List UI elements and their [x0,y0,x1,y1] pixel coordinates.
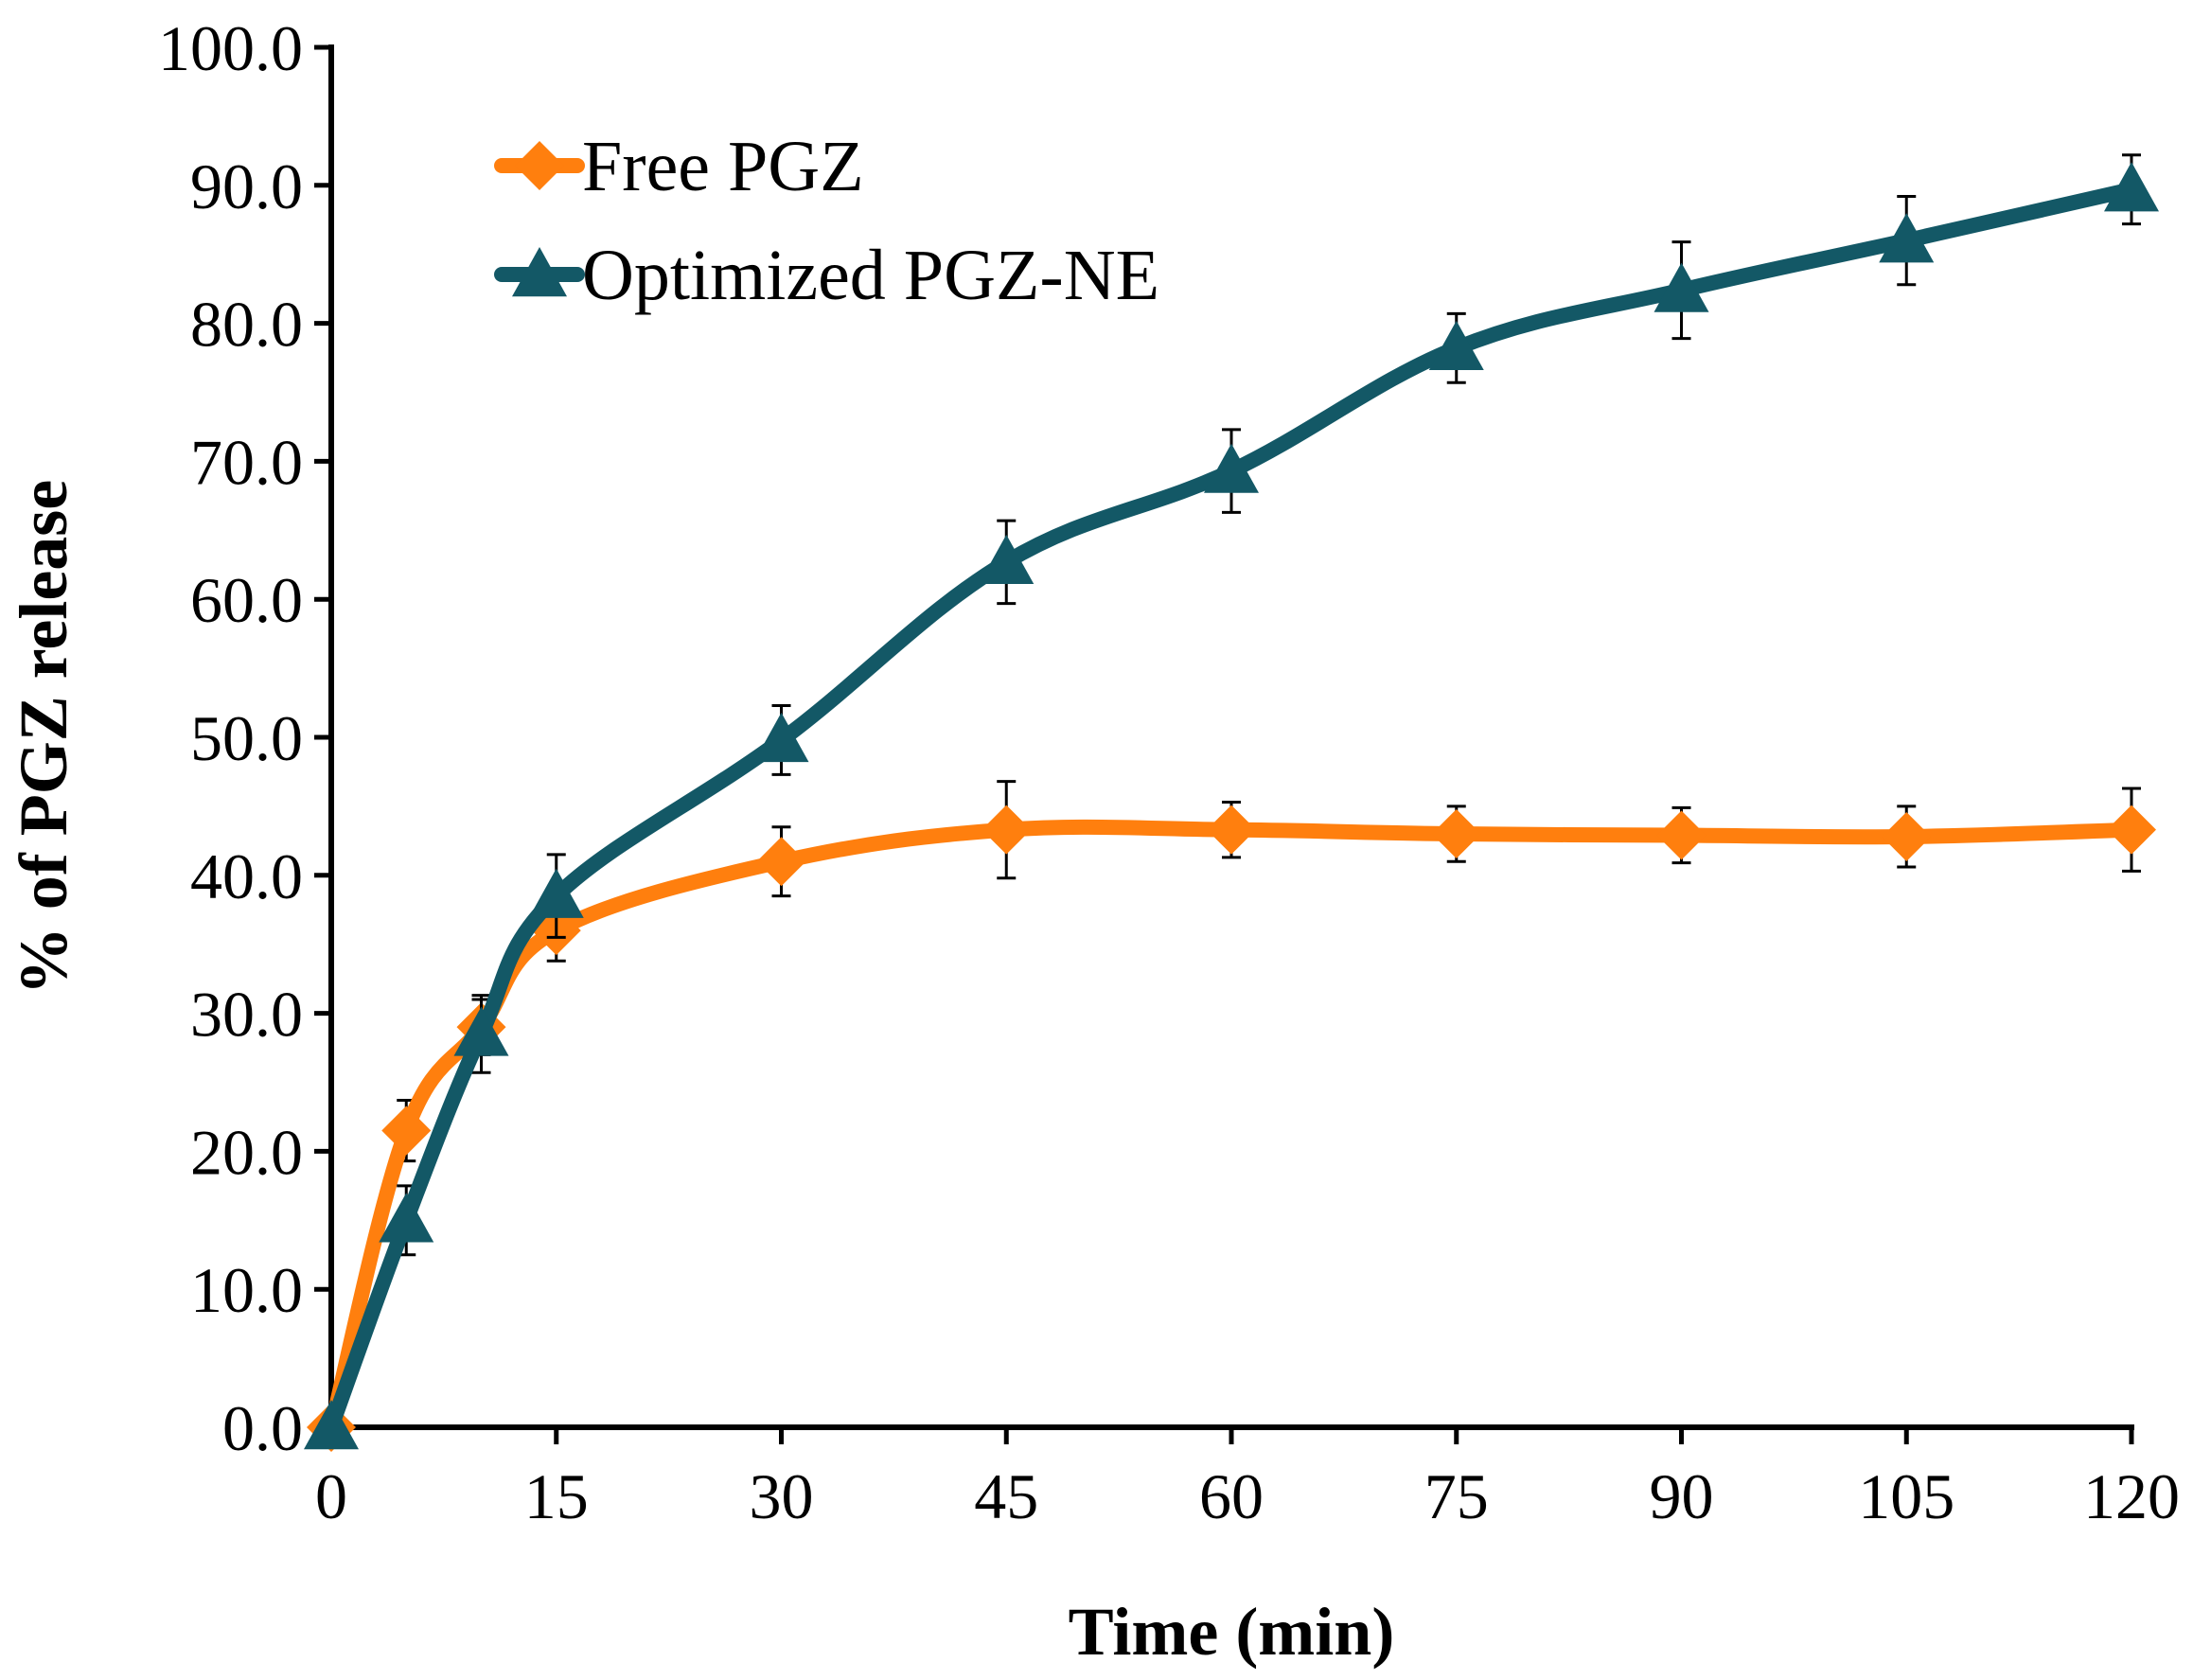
x-tick-label: 30 [750,1460,814,1532]
y-tick-label: 10.0 [190,1254,303,1326]
x-tick-label: 75 [1424,1460,1489,1532]
x-tick-label: 90 [1650,1460,1714,1532]
data-point [2107,805,2156,855]
data-point [1428,320,1484,371]
data-point [1431,809,1481,859]
legend-marker [515,141,564,190]
x-tick-label: 15 [524,1460,589,1532]
x-tick-label: 105 [1858,1460,1954,1532]
legend-label: Free PGZ [582,127,864,206]
y-tick-label: 40.0 [190,840,303,912]
data-point [2104,162,2159,212]
series-1 [304,153,2159,1450]
data-point [1882,811,1932,861]
data-point [528,868,584,918]
y-tick-label: 20.0 [190,1116,303,1188]
y-tick-label: 90.0 [190,150,303,222]
data-point [1207,805,1256,855]
data-point [1879,213,1935,263]
x-tick-label: 45 [974,1460,1038,1532]
y-tick-label: 30.0 [190,979,303,1051]
data-point [1656,810,1707,860]
y-tick-label: 50.0 [190,702,303,774]
y-tick-label: 100.0 [158,12,303,84]
series-line [324,819,2139,1435]
data-point [304,1400,359,1450]
y-axis-title: % of PGZ release [6,480,81,996]
x-tick-label: 120 [2083,1460,2180,1532]
x-tick-label: 60 [1199,1460,1264,1532]
data-point [982,805,1032,855]
data-point [1654,262,1709,312]
legend-item: Optimized PGZ-NE [494,236,1159,315]
legend: Free PGZ Optimized PGZ-NE [494,127,1159,315]
series-layer [304,153,2159,1452]
x-tick-label: 0 [315,1460,347,1532]
y-tick-label: 80.0 [190,289,303,361]
data-point [453,1006,509,1056]
y-tick-label: 70.0 [190,426,303,498]
x-ticks: 0 15 30 45 60 75 90 105 120 [315,1427,2180,1532]
data-point [1204,443,1259,493]
y-ticks: 0.0 10.0 20.0 30.0 40.0 50.0 60.0 70.0 80.0 90.0 1… [158,12,331,1464]
y-tick-label: 60.0 [190,564,303,636]
data-point [979,534,1035,585]
x-axis-title: Time (min) [1069,1594,1395,1670]
series-0 [307,780,2156,1452]
data-point [756,837,806,887]
legend-label: Optimized PGZ-NE [582,236,1159,315]
data-point [381,1105,432,1156]
y-tick-label: 0.0 [222,1392,303,1464]
data-point [753,712,809,763]
legend-marker [512,247,567,297]
data-point [379,1193,434,1243]
legend-item: Free PGZ [494,127,864,206]
